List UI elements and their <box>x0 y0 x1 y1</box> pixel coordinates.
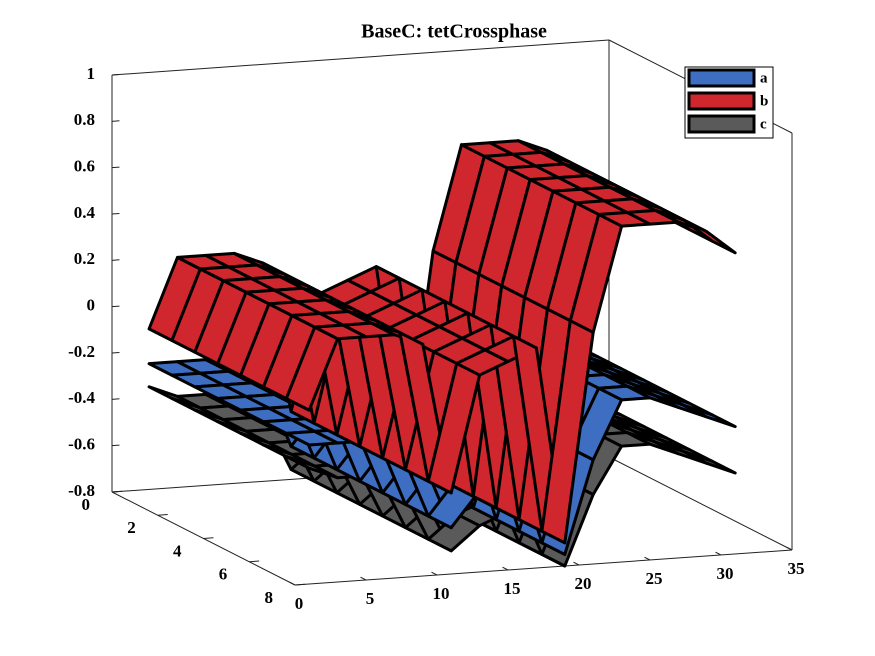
z-tick-label: -0.4 <box>68 388 95 407</box>
x-tick-label: 15 <box>504 579 521 598</box>
x-tick-label: 20 <box>575 574 592 593</box>
y-tick-label: 0 <box>82 495 91 514</box>
surface <box>147 139 737 545</box>
x-tick-label: 0 <box>295 594 304 613</box>
z-tick-label: -0.8 <box>68 481 95 500</box>
x-axis <box>294 549 793 586</box>
z-tick-label: 0.4 <box>74 203 96 222</box>
y-tick-label: 8 <box>265 588 274 607</box>
x-tick <box>289 581 296 586</box>
legend-swatch <box>687 68 756 88</box>
z-tick <box>111 259 120 261</box>
z-tick-label: 0.8 <box>74 110 95 129</box>
x-tick <box>644 556 651 561</box>
x-tick-label: 10 <box>433 584 450 603</box>
z-tick <box>111 120 120 122</box>
y-tick <box>294 583 305 586</box>
axis-box <box>608 456 793 551</box>
surface-patch <box>682 218 737 255</box>
legend-label: b <box>760 93 768 109</box>
legend-swatch <box>687 91 756 111</box>
y-tick-label: 6 <box>219 565 228 584</box>
z-tick <box>111 351 120 354</box>
z-tick <box>111 444 120 447</box>
z-tick <box>111 166 120 169</box>
z-tick <box>111 212 120 215</box>
chart-title: BaseC: tetCrossphase <box>361 21 547 43</box>
legend-label: a <box>760 70 768 86</box>
x-tick <box>431 571 438 576</box>
x-tick <box>715 551 722 556</box>
y-tick <box>249 560 260 563</box>
y-tick <box>203 537 214 539</box>
x-tick-label: 35 <box>788 559 805 578</box>
z-tick-label: 1 <box>87 64 96 83</box>
z-tick-label: -0.6 <box>68 435 95 454</box>
y-tick <box>157 514 168 516</box>
z-tick-label: 0.6 <box>74 157 95 176</box>
z-tick-label: 0.2 <box>74 249 95 268</box>
z-tick-label: -0.2 <box>68 342 95 361</box>
legend-label: c <box>760 116 767 132</box>
x-tick-label: 5 <box>366 589 375 608</box>
legend: abc <box>684 66 774 139</box>
legend-swatch <box>687 114 756 134</box>
z-tick <box>111 398 120 400</box>
y-tick-label: 2 <box>127 518 136 537</box>
surface-patch <box>682 403 737 429</box>
x-tick <box>502 566 509 571</box>
x-tick <box>573 561 580 566</box>
surface-patch <box>682 450 737 475</box>
x-tick-label: 30 <box>717 564 734 583</box>
z-tick <box>111 73 120 76</box>
z-tick-label: 0 <box>87 296 96 315</box>
z-tick <box>111 305 120 308</box>
axis-box <box>111 39 610 76</box>
x-tick <box>360 576 367 581</box>
x-tick-label: 25 <box>646 569 663 588</box>
y-tick-label: 4 <box>173 541 182 560</box>
x-tick <box>786 546 793 551</box>
y-tick <box>111 490 122 493</box>
